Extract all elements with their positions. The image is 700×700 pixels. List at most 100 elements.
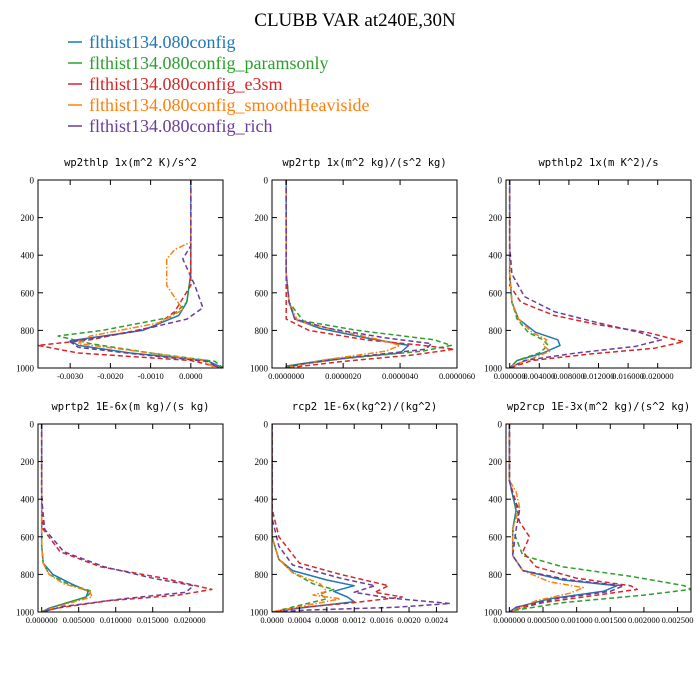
series-line — [285, 180, 410, 368]
x-tick-label: 0.0004 — [288, 615, 312, 625]
x-tick-label: 0.0024 — [425, 615, 449, 625]
legend-label: flthist134.080config_e3sm — [89, 74, 282, 94]
legend-item: flthist134.080config_e3sm — [68, 74, 282, 94]
y-tick-label: 800 — [255, 326, 269, 336]
plot-frame — [271, 179, 458, 369]
panel-title: rcp2 1E-6x(kg^2)/(kg^2) — [292, 401, 437, 413]
legend-label: flthist134.080config_smoothHeaviside — [89, 95, 369, 115]
y-tick-label: 0 — [498, 420, 503, 430]
x-tick-label: 0.016000 — [612, 371, 644, 381]
x-tick-label: 0.004000 — [523, 371, 555, 381]
x-tick-label: 0.000000 — [494, 371, 526, 381]
series-line — [508, 180, 663, 368]
y-tick-label: 1000 — [250, 608, 269, 618]
y-tick-label: 600 — [489, 532, 503, 542]
y-tick-label: 0 — [264, 420, 269, 430]
y-tick-label: 400 — [255, 495, 269, 505]
x-tick-label: 0.008000 — [553, 371, 585, 381]
y-tick-label: 200 — [489, 213, 503, 223]
plot-frame — [37, 423, 224, 613]
panel-title: wp2rtp 1x(m^2 kg)/(s^2 kg) — [282, 157, 446, 169]
series-line — [272, 424, 403, 612]
series-line — [272, 424, 335, 612]
series-line — [272, 424, 451, 612]
y-tick-label: 1000 — [250, 364, 269, 374]
x-tick-label: 0.020000 — [642, 371, 674, 381]
series-line — [38, 180, 223, 368]
x-tick-label: 0.0000060 — [439, 371, 475, 381]
series-line — [508, 424, 585, 612]
x-tick-label: 0.002000 — [628, 615, 660, 625]
chart-panel: wp2rtp 1x(m^2 kg)/(s^2 kg) 0 200 400 600 800 1… — [250, 157, 475, 381]
x-tick-label: 0.002500 — [662, 615, 694, 625]
y-tick-label: 400 — [489, 251, 503, 261]
series-line — [508, 424, 625, 612]
y-tick-label: 600 — [21, 288, 35, 298]
y-tick-label: 800 — [21, 570, 35, 580]
series-line — [285, 180, 433, 368]
y-tick-label: 600 — [255, 532, 269, 542]
y-tick-label: 0 — [30, 176, 35, 186]
plot-frame — [505, 423, 692, 613]
y-tick-label: 0 — [30, 420, 35, 430]
x-tick-label: -0.0030 — [57, 371, 83, 381]
x-tick-label: 0.000500 — [527, 615, 559, 625]
plot-frame — [271, 423, 458, 613]
series-line — [40, 424, 93, 612]
y-tick-label: 800 — [489, 570, 503, 580]
y-tick-label: 600 — [21, 532, 35, 542]
x-tick-label: 0.0016 — [370, 615, 393, 625]
y-tick-label: 600 — [489, 288, 503, 298]
y-tick-label: 400 — [21, 251, 35, 261]
y-tick-label: 400 — [255, 251, 269, 261]
series-line — [40, 424, 90, 612]
series-line — [508, 180, 561, 368]
series-line — [40, 424, 195, 612]
legend-label: flthist134.080config — [89, 32, 236, 52]
y-tick-label: 1000 — [16, 364, 35, 374]
series-line — [40, 424, 93, 612]
series-line — [508, 180, 549, 368]
x-tick-label: 0.012000 — [583, 371, 615, 381]
legend-item: flthist134.080config_smoothHeaviside — [68, 95, 369, 115]
x-tick-label: 0.020000 — [174, 615, 206, 625]
chart-panel: wp2rcp 1E-3x(m^2 kg)/(s^2 kg) 0 200 400 600 8… — [484, 401, 693, 625]
y-tick-label: 200 — [255, 213, 269, 223]
x-tick-label: 0.0000000 — [268, 371, 304, 381]
chart-panel: wpthlp2 1x(m K^2)/s020040060080010000.00… — [484, 157, 692, 381]
x-tick-label: 0.0000 — [260, 615, 283, 625]
x-tick-label: -0.0020 — [97, 371, 123, 381]
panel-title: wp2rcp 1E-3x(m^2 kg)/(s^2 kg) — [507, 401, 690, 413]
legend-item: flthist134.080config — [68, 32, 236, 52]
y-tick-label: 400 — [21, 495, 35, 505]
x-tick-label: 0.0000020 — [325, 371, 361, 381]
y-tick-label: 600 — [255, 288, 269, 298]
series-line — [285, 180, 401, 368]
panel-title: wpthlp2 1x(m K^2)/s — [538, 157, 658, 169]
legend-label: flthist134.080config_rich — [89, 116, 272, 136]
y-tick-label: 200 — [21, 457, 35, 467]
panel-title: wp2thlp 1x(m^2 K)/s^2 — [64, 157, 197, 169]
x-tick-label: 0.0000 — [179, 371, 202, 381]
series-line — [272, 424, 342, 612]
series-line — [508, 180, 552, 368]
x-tick-label: 0.000000 — [493, 615, 525, 625]
y-tick-label: 200 — [255, 457, 269, 467]
chart-panel: rcp2 1E-6x(kg^2)/(kg^2) 0 200 400 600 800 1000… — [250, 401, 458, 625]
legend: flthist134.080configflthist134.080config… — [68, 32, 369, 136]
legend-label: flthist134.080config_paramsonly — [89, 53, 328, 73]
series-line — [77, 180, 216, 368]
y-tick-label: 200 — [489, 457, 503, 467]
chart-panel: wprtp2 1E-6x(m kg)/(s kg) 0 200 400 600 800 10… — [16, 401, 224, 625]
legend-item: flthist134.080config_rich — [68, 116, 272, 136]
x-tick-label: 0.001500 — [594, 615, 626, 625]
x-tick-label: 0.0012 — [343, 615, 366, 625]
plot-frame — [37, 179, 224, 369]
x-tick-label: 0.010000 — [100, 615, 132, 625]
y-tick-label: 0 — [498, 176, 503, 186]
y-tick-label: 800 — [255, 570, 269, 580]
x-tick-label: 0.015000 — [137, 615, 169, 625]
chart-panel: wp2thlp 1x(m^2 K)/s^2 0 200 400 600 800 1000 -0… — [16, 157, 224, 381]
legend-item: flthist134.080config_paramsonly — [68, 53, 328, 73]
